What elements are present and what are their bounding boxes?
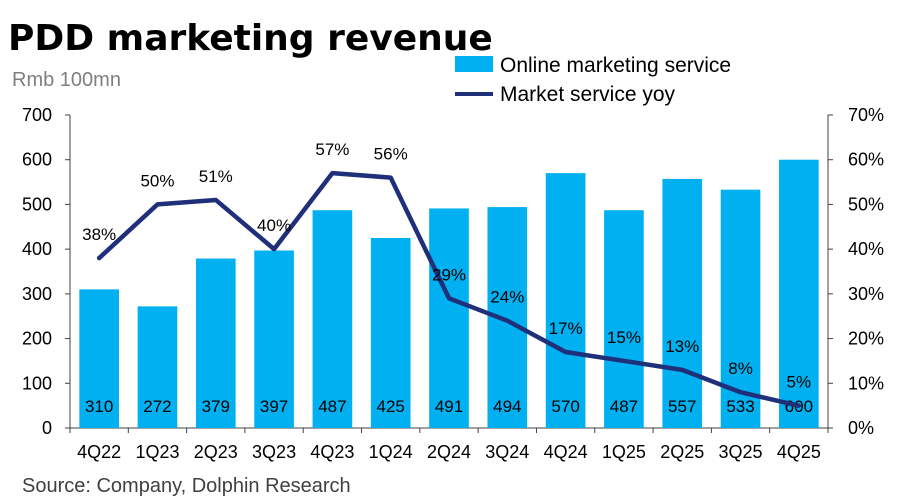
line-data-labels: 38% 50% 51% 40% 57% 56% 29% 24% 17% 15% 13% 8% 5% <box>82 140 811 392</box>
yoy-value-label: 13% <box>665 337 699 356</box>
bar-value-label: 557 <box>668 397 696 416</box>
x-tick-label: 3Q24 <box>485 442 529 462</box>
left-y-tick-label: 200 <box>22 329 52 349</box>
x-tick-label: 3Q25 <box>719 442 763 462</box>
bar <box>779 159 819 428</box>
bar-value-label: 491 <box>435 397 463 416</box>
yoy-value-label: 50% <box>140 171 174 190</box>
bar <box>604 210 644 428</box>
right-y-tick-label: 60% <box>848 150 884 170</box>
yoy-point <box>798 405 800 407</box>
yoy-point <box>681 369 683 371</box>
yoy-value-label: 51% <box>199 167 233 186</box>
yoy-point <box>565 351 567 353</box>
left-y-tick-label: 400 <box>22 239 52 259</box>
yoy-point <box>156 203 158 205</box>
yoy-point <box>215 199 217 201</box>
yoy-value-label: 15% <box>607 328 641 347</box>
x-tick-label: 1Q24 <box>369 442 413 462</box>
right-y-tick-label: 30% <box>848 284 884 304</box>
left-y-tick-label: 700 <box>22 105 52 125</box>
right-y-tick-label: 70% <box>848 105 884 125</box>
x-tick-label: 4Q25 <box>777 442 821 462</box>
right-y-tick-label: 40% <box>848 239 884 259</box>
left-y-tick-label: 600 <box>22 150 52 170</box>
bar-value-label: 570 <box>551 397 579 416</box>
x-tick-label: 2Q23 <box>194 442 238 462</box>
yoy-point <box>273 248 275 250</box>
bar <box>545 173 586 428</box>
bar-value-label: 397 <box>260 397 288 416</box>
x-tick-label: 4Q23 <box>310 442 354 462</box>
left-y-tick-label: 300 <box>22 284 52 304</box>
bar-value-label: 487 <box>318 397 346 416</box>
x-tick-label: 2Q24 <box>427 442 471 462</box>
bar-value-label: 533 <box>726 397 754 416</box>
x-tick-labels: 4Q22 1Q23 2Q23 3Q23 4Q23 1Q24 2Q24 3Q24 4Q24 1Q25… <box>77 442 821 462</box>
yoy-value-label: 40% <box>257 216 291 235</box>
chart-title: PDD marketing revenue <box>8 18 493 59</box>
yoy-point <box>98 257 100 259</box>
bar-value-label: 487 <box>610 397 638 416</box>
yoy-value-label: 5% <box>787 373 812 392</box>
yoy-value-label: 38% <box>82 225 116 244</box>
yoy-value-label: 56% <box>374 145 408 164</box>
x-tick-label: 1Q23 <box>135 442 179 462</box>
yoy-point <box>390 177 392 179</box>
x-tick-label: 4Q22 <box>77 442 121 462</box>
bar <box>79 289 119 428</box>
right-y-tick-label: 0% <box>848 418 874 438</box>
yoy-value-label: 24% <box>490 288 524 307</box>
bar-series <box>79 159 819 428</box>
legend-bar-label: Online marketing service <box>500 54 731 77</box>
yoy-point <box>506 320 508 322</box>
bar <box>254 250 294 428</box>
bar <box>429 208 469 428</box>
right-y-tick-label: 20% <box>848 329 884 349</box>
x-tick-label: 3Q23 <box>252 442 296 462</box>
right-y-tick-label: 50% <box>848 194 884 214</box>
left-y-tick-label: 100 <box>22 373 52 393</box>
legend-bar-swatch <box>455 56 493 72</box>
x-tick-label: 1Q25 <box>602 442 646 462</box>
yoy-value-label: 57% <box>315 140 349 159</box>
bar-value-label: 310 <box>85 397 113 416</box>
x-tick-label: 4Q24 <box>544 442 588 462</box>
bar <box>370 237 411 428</box>
yoy-value-label: 29% <box>432 265 466 284</box>
bar-value-label: 379 <box>202 397 230 416</box>
bar <box>312 210 353 428</box>
left-axis-unit: Rmb 100mn <box>12 69 121 91</box>
right-y-tick-labels: 0% 10% 20% 30% 40% 50% 60% 70% <box>848 105 884 438</box>
yoy-value-label: 8% <box>728 359 753 378</box>
yoy-point <box>623 360 625 362</box>
left-y-tick-labels: 0 100 200 300 400 500 600 700 <box>22 105 52 438</box>
yoy-value-label: 17% <box>549 319 583 338</box>
bar-value-label: 425 <box>377 397 405 416</box>
right-y-tick-label: 10% <box>848 373 884 393</box>
bar-data-labels: 310 272 379 397 487 425 491 494 570 487 557 533 600 <box>85 397 813 416</box>
x-tick-label: 2Q25 <box>660 442 704 462</box>
line-series <box>96 170 802 408</box>
bar <box>662 178 703 428</box>
left-y-tick-label: 500 <box>22 194 52 214</box>
legend-line-label: Market service yoy <box>500 83 676 106</box>
left-y-tick-label: 0 <box>42 418 52 438</box>
legend: Online marketing service Market service … <box>455 54 731 106</box>
yoy-point <box>448 297 450 299</box>
source-note: Source: Company, Dolphin Research <box>22 475 351 497</box>
bar <box>195 258 236 428</box>
bar-value-label: 272 <box>143 397 171 416</box>
yoy-point <box>331 172 333 174</box>
bar <box>137 306 178 428</box>
bar-value-label: 494 <box>493 397 521 416</box>
yoy-point <box>740 391 742 393</box>
